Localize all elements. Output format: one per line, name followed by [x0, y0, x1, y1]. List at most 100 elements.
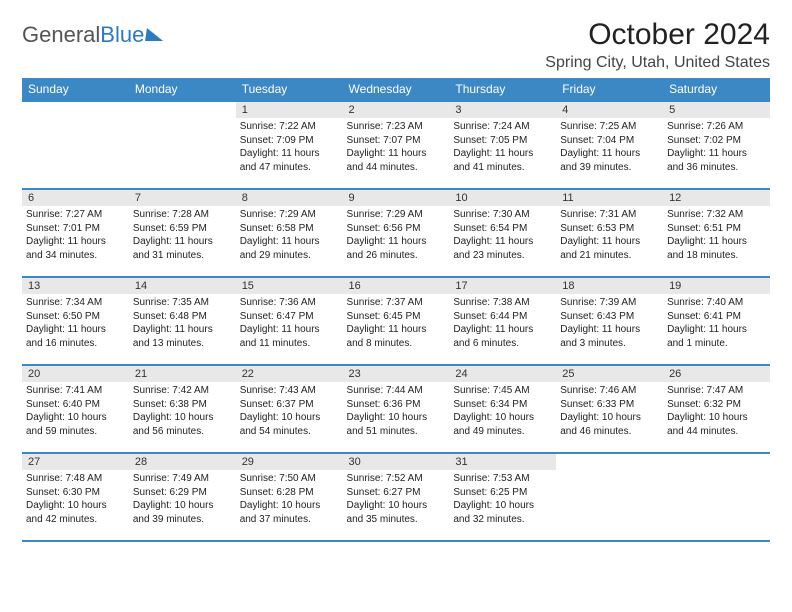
daylight-line: Daylight: 10 hours and 37 minutes. [240, 500, 321, 525]
day-number: 15 [236, 278, 343, 294]
calendar-day-cell: 18Sunrise: 7:39 AMSunset: 6:43 PMDayligh… [556, 277, 663, 365]
sunrise-line: Sunrise: 7:37 AM [347, 297, 423, 308]
daylight-line: Daylight: 10 hours and 49 minutes. [453, 412, 534, 437]
sunrise-line: Sunrise: 7:29 AM [240, 209, 316, 220]
daylight-line: Daylight: 11 hours and 23 minutes. [453, 236, 533, 261]
sunset-line: Sunset: 6:53 PM [560, 223, 634, 234]
day-number: 28 [129, 454, 236, 470]
sunset-line: Sunset: 6:27 PM [347, 487, 421, 498]
daylight-line: Daylight: 11 hours and 21 minutes. [560, 236, 640, 261]
sunrise-line: Sunrise: 7:41 AM [26, 385, 102, 396]
sunset-line: Sunset: 6:48 PM [133, 311, 207, 322]
day-number: 14 [129, 278, 236, 294]
calendar-day-cell: 8Sunrise: 7:29 AMSunset: 6:58 PMDaylight… [236, 189, 343, 277]
calendar-day-cell: 7Sunrise: 7:28 AMSunset: 6:59 PMDaylight… [129, 189, 236, 277]
sunrise-line: Sunrise: 7:23 AM [347, 121, 423, 132]
sunrise-line: Sunrise: 7:26 AM [667, 121, 743, 132]
sunrise-line: Sunrise: 7:27 AM [26, 209, 102, 220]
day-number: 1 [236, 102, 343, 118]
day-details: Sunrise: 7:36 AMSunset: 6:47 PMDaylight:… [236, 294, 343, 354]
day-number: 27 [22, 454, 129, 470]
calendar-body: 1Sunrise: 7:22 AMSunset: 7:09 PMDaylight… [22, 101, 770, 541]
day-number: 3 [449, 102, 556, 118]
calendar-day-cell: 27Sunrise: 7:48 AMSunset: 6:30 PMDayligh… [22, 453, 129, 541]
daylight-line: Daylight: 11 hours and 26 minutes. [347, 236, 427, 261]
day-number: 22 [236, 366, 343, 382]
calendar-day-cell: 24Sunrise: 7:45 AMSunset: 6:34 PMDayligh… [449, 365, 556, 453]
sunset-line: Sunset: 6:28 PM [240, 487, 314, 498]
sunrise-line: Sunrise: 7:42 AM [133, 385, 209, 396]
header: GeneralBlue October 2024 Spring City, Ut… [22, 18, 770, 72]
day-details: Sunrise: 7:43 AMSunset: 6:37 PMDaylight:… [236, 382, 343, 442]
calendar-day-cell: 31Sunrise: 7:53 AMSunset: 6:25 PMDayligh… [449, 453, 556, 541]
calendar-empty-cell [129, 101, 236, 189]
daylight-line: Daylight: 11 hours and 34 minutes. [26, 236, 106, 261]
sunrise-line: Sunrise: 7:30 AM [453, 209, 529, 220]
daylight-line: Daylight: 11 hours and 31 minutes. [133, 236, 213, 261]
sunset-line: Sunset: 6:29 PM [133, 487, 207, 498]
calendar-day-cell: 10Sunrise: 7:30 AMSunset: 6:54 PMDayligh… [449, 189, 556, 277]
sunset-line: Sunset: 6:32 PM [667, 399, 741, 410]
sunset-line: Sunset: 6:43 PM [560, 311, 634, 322]
calendar-week-row: 20Sunrise: 7:41 AMSunset: 6:40 PMDayligh… [22, 365, 770, 453]
daylight-line: Daylight: 10 hours and 56 minutes. [133, 412, 214, 437]
day-details: Sunrise: 7:31 AM Sunset: 6:53 PM Daylight:… [556, 206, 663, 266]
day-details: Sunrise: 7:53 AMSunset: 6:25 PMDaylight:… [449, 470, 556, 530]
daylight-line: Daylight: 10 hours and 44 minutes. [667, 412, 748, 437]
day-number: 29 [236, 454, 343, 470]
sunrise-line: Sunrise: 7:25 AM [560, 121, 636, 132]
calendar-day-cell: 15Sunrise: 7:36 AMSunset: 6:47 PMDayligh… [236, 277, 343, 365]
sunset-line: Sunset: 6:30 PM [26, 487, 100, 498]
calendar-day-cell: 1Sunrise: 7:22 AMSunset: 7:09 PMDaylight… [236, 101, 343, 189]
weekday-header: Saturday [663, 78, 770, 101]
sunset-line: Sunset: 7:07 PM [347, 135, 421, 146]
sunset-line: Sunset: 6:47 PM [240, 311, 314, 322]
sunrise-line: Sunrise: 7:48 AM [26, 473, 102, 484]
daylight-line: Daylight: 11 hours and 6 minutes. [453, 324, 533, 349]
sunset-line: Sunset: 6:34 PM [453, 399, 527, 410]
calendar-empty-cell [663, 453, 770, 541]
day-number: 10 [449, 190, 556, 206]
day-details: Sunrise: 7:41 AMSunset: 6:40 PMDaylight:… [22, 382, 129, 442]
calendar-day-cell: 26Sunrise: 7:47 AMSunset: 6:32 PMDayligh… [663, 365, 770, 453]
day-details: Sunrise: 7:29 AMSunset: 6:58 PMDaylight:… [236, 206, 343, 266]
calendar-empty-cell [22, 101, 129, 189]
daylight-line: Daylight: 11 hours and 44 minutes. [347, 148, 427, 173]
calendar-day-cell: 4Sunrise: 7:25 AMSunset: 7:04 PMDaylight… [556, 101, 663, 189]
daylight-line: Daylight: 10 hours and 54 minutes. [240, 412, 321, 437]
calendar-day-cell: 13Sunrise: 7:34 AMSunset: 6:50 PMDayligh… [22, 277, 129, 365]
weekday-header: Monday [129, 78, 236, 101]
title-block: October 2024 Spring City, Utah, United S… [545, 18, 770, 72]
sunset-line: Sunset: 7:09 PM [240, 135, 314, 146]
day-details: Sunrise: 7:30 AMSunset: 6:54 PMDaylight:… [449, 206, 556, 266]
sunset-line: Sunset: 7:05 PM [453, 135, 527, 146]
calendar-week-row: 1Sunrise: 7:22 AMSunset: 7:09 PMDaylight… [22, 101, 770, 189]
calendar-day-cell: 30Sunrise: 7:52 AMSunset: 6:27 PMDayligh… [343, 453, 450, 541]
day-number: 31 [449, 454, 556, 470]
sunrise-line: Sunrise: 7:36 AM [240, 297, 316, 308]
day-details: Sunrise: 7:49 AMSunset: 6:29 PMDaylight:… [129, 470, 236, 530]
day-details: Sunrise: 7:28 AMSunset: 6:59 PMDaylight:… [129, 206, 236, 266]
calendar-week-row: 27 Sunrise: 7:48 AM Sunset: 6:30 PM Dayligh… [22, 453, 770, 541]
sunrise-line: Sunrise: 7:46 AM [560, 385, 636, 396]
daylight-line: Daylight: 11 hours and 16 minutes. [26, 324, 106, 349]
sunset-line: Sunset: 6:45 PM [347, 311, 421, 322]
sunrise-line: Sunrise: 7:32 AM [667, 209, 743, 220]
calendar-day-cell: 23Sunrise: 7:44 AMSunset: 6:36 PMDayligh… [343, 365, 450, 453]
sunrise-line: Sunrise: 7:44 AM [347, 385, 423, 396]
sunrise-line: Sunrise: 7:28 AM [133, 209, 209, 220]
daylight-line: Daylight: 11 hours and 3 minutes. [560, 324, 640, 349]
sunrise-line: Sunrise: 7:49 AM [133, 473, 209, 484]
day-number: 11 [556, 190, 663, 206]
calendar-day-cell: 21Sunrise: 7:42 AMSunset: 6:38 PMDayligh… [129, 365, 236, 453]
weekday-header: Thursday [449, 78, 556, 101]
logo-text-1: General [22, 22, 100, 48]
sunset-line: Sunset: 6:33 PM [560, 399, 634, 410]
sunrise-line: Sunrise: 7:31 AM [560, 209, 636, 220]
calendar-week-row: 6Sunrise: 7:27 AMSunset: 7:01 PMDaylight… [22, 189, 770, 277]
day-details: Sunrise: 7:45 AMSunset: 6:34 PMDaylight:… [449, 382, 556, 442]
weekday-header: Friday [556, 78, 663, 101]
day-number: 30 [343, 454, 450, 470]
calendar-day-cell: 22Sunrise: 7:43 AMSunset: 6:37 PMDayligh… [236, 365, 343, 453]
sunset-line: Sunset: 6:25 PM [453, 487, 527, 498]
